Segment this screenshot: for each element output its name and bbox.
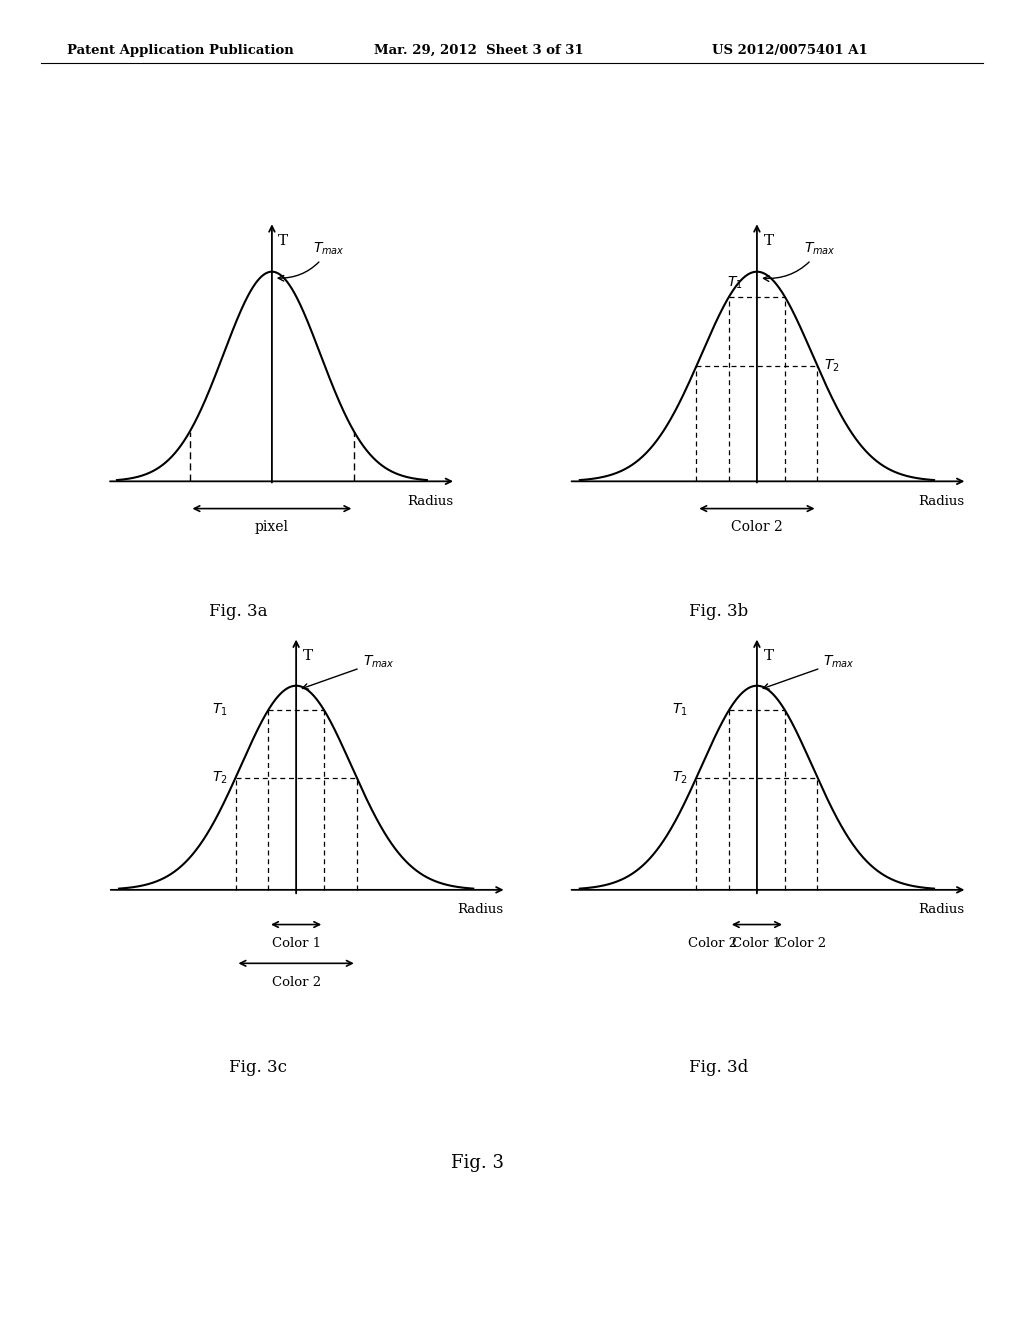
Text: Color 1: Color 1 [271,937,321,950]
Text: $T_{max}$: $T_{max}$ [764,240,836,281]
Text: Color 2: Color 2 [731,520,782,535]
Text: $T_1$: $T_1$ [727,275,743,290]
Text: Patent Application Publication: Patent Application Publication [67,44,293,57]
Text: Fig. 3: Fig. 3 [451,1154,504,1172]
Text: Radius: Radius [919,495,965,508]
Text: Fig. 3b: Fig. 3b [689,603,749,620]
Text: Color 2: Color 2 [688,937,737,950]
Text: $T_2$: $T_2$ [824,358,840,375]
Text: $T_2$: $T_2$ [212,770,227,785]
Text: Radius: Radius [919,903,965,916]
Text: $T_2$: $T_2$ [673,770,688,785]
Text: Color 1: Color 1 [732,937,781,950]
Text: Fig. 3c: Fig. 3c [229,1059,287,1076]
Text: US 2012/0075401 A1: US 2012/0075401 A1 [712,44,867,57]
Text: $T_{max}$: $T_{max}$ [279,240,345,281]
Text: Fig. 3a: Fig. 3a [209,603,268,620]
Text: Mar. 29, 2012  Sheet 3 of 31: Mar. 29, 2012 Sheet 3 of 31 [374,44,584,57]
Text: Fig. 3d: Fig. 3d [689,1059,749,1076]
Text: $T_1$: $T_1$ [673,702,688,718]
Text: Color 2: Color 2 [271,975,321,989]
Text: $T_{max}$: $T_{max}$ [302,653,394,689]
Text: T: T [278,234,288,248]
Text: T: T [303,649,313,663]
Text: pixel: pixel [255,520,289,535]
Text: T: T [764,234,774,248]
Text: Radius: Radius [458,903,504,916]
Text: $T_1$: $T_1$ [212,702,227,718]
Text: Radius: Radius [408,495,454,508]
Text: $T_{max}$: $T_{max}$ [763,653,855,689]
Text: Color 2: Color 2 [776,937,825,950]
Text: T: T [764,649,774,663]
